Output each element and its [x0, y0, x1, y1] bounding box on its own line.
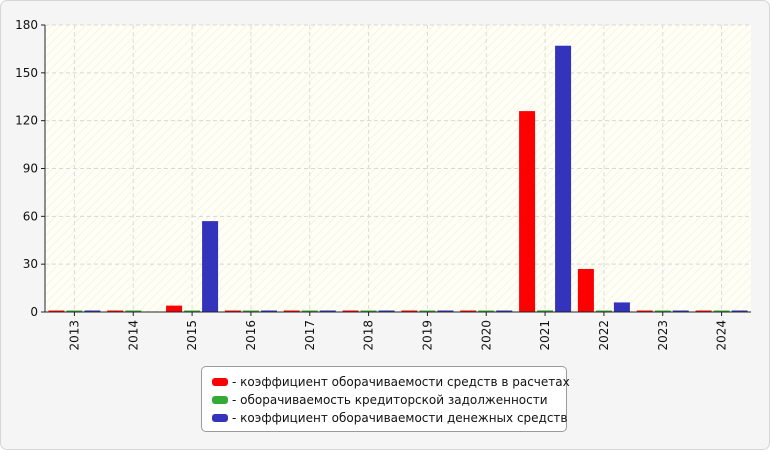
legend-swatch-red — [212, 378, 228, 386]
x-tick-label: 2015 — [185, 320, 199, 351]
bar-2024-series-2 — [713, 310, 730, 312]
x-tick-label: 2024 — [715, 320, 729, 351]
legend: - коэффициент оборачиваемости средств в … — [201, 366, 570, 432]
x-tick-label: 2018 — [362, 320, 376, 351]
x-tick-label: 2020 — [479, 320, 493, 351]
legend-swatch-blue — [212, 414, 228, 422]
x-tick-label: 2016 — [244, 320, 258, 351]
y-tick-labels: 0 30 60 90 120 150 180 — [15, 18, 45, 319]
x-tick-label: 2021 — [538, 320, 552, 351]
bar-2013-series-2 — [66, 310, 83, 312]
bar-2017-series-3 — [319, 310, 336, 312]
bar-2020-series-1 — [460, 310, 477, 312]
legend-label-cash-turnover: - коэффициент оборачиваемости денежных с… — [232, 411, 568, 425]
bar-2019-series-1 — [401, 310, 418, 312]
x-tick-label: 2017 — [303, 320, 317, 351]
x-tick-labels: 2013 2014 2015 2016 2017 2018 2019 2020 2021 2022… — [67, 312, 729, 351]
bar-2019-series-3 — [437, 310, 454, 312]
bars — [48, 45, 748, 312]
legend-item-receivables-turnover: - коэффициент оборачиваемости средств в … — [212, 373, 570, 391]
bar-2014-series-2 — [125, 310, 142, 312]
bar-2015-series-1 — [166, 305, 183, 312]
bar-2020-series-3 — [496, 310, 513, 312]
bar-2018-series-1 — [342, 310, 359, 312]
bar-2018-series-2 — [360, 310, 377, 312]
bar-2022-series-1 — [577, 268, 594, 312]
bar-2015-series-3 — [202, 221, 219, 312]
bar-2023-series-2 — [654, 310, 671, 312]
legend-item-payables-turnover: - оборачиваемость кредиторской задолженн… — [212, 391, 566, 409]
bar-2022-series-2 — [595, 310, 612, 312]
bar-2014-series-1 — [107, 310, 124, 312]
y-tick-label: 60 — [23, 209, 38, 223]
legend-label-receivables-turnover: - коэффициент оборачиваемости средств в … — [232, 375, 570, 389]
x-tick-label: 2013 — [67, 320, 81, 351]
bar-2020-series-2 — [478, 310, 495, 312]
bar-2013-series-1 — [48, 310, 65, 312]
y-tick-label: 90 — [23, 162, 38, 176]
legend-label-payables-turnover: - оборачиваемость кредиторской задолженн… — [232, 393, 548, 407]
gridlines — [45, 24, 751, 312]
bar-2017-series-2 — [301, 310, 318, 312]
x-tick-label: 2014 — [126, 320, 140, 351]
bar-2023-series-3 — [672, 310, 689, 312]
bar-2021-series-3 — [555, 45, 572, 312]
bar-2021-series-2 — [537, 310, 554, 312]
x-tick-label: 2019 — [420, 320, 434, 351]
x-tick-label: 2023 — [656, 320, 670, 351]
bar-2023-series-1 — [636, 310, 653, 312]
bar-2015-series-2 — [184, 310, 201, 312]
bar-2016-series-1 — [224, 310, 241, 312]
bar-2024-series-3 — [731, 310, 748, 312]
y-tick-label: 0 — [30, 305, 38, 319]
x-tick-label: 2022 — [597, 320, 611, 351]
bar-2017-series-1 — [283, 310, 300, 312]
bar-2024-series-1 — [695, 310, 712, 312]
bar-2019-series-2 — [419, 310, 436, 312]
legend-swatch-green — [212, 396, 228, 404]
bar-2018-series-3 — [378, 310, 395, 312]
bar-2021-series-1 — [519, 111, 536, 312]
y-tick-label: 180 — [15, 18, 38, 32]
y-tick-label: 150 — [15, 66, 38, 80]
bar-2016-series-3 — [260, 310, 277, 312]
bar-2013-series-3 — [84, 310, 101, 312]
bar-2022-series-3 — [613, 302, 630, 312]
y-tick-label: 30 — [23, 257, 38, 271]
legend-item-cash-turnover: - коэффициент оборачиваемости денежных с… — [212, 409, 568, 427]
bar-2016-series-2 — [242, 310, 259, 312]
y-tick-label: 120 — [15, 114, 38, 128]
